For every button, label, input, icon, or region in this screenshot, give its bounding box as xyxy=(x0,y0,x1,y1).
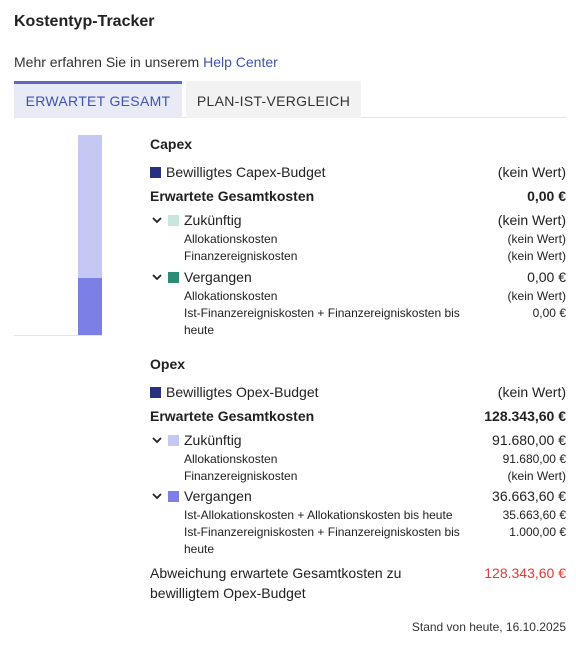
capex-budget-value: (kein Wert) xyxy=(497,164,566,180)
status-timestamp: Stand von heute, 16.10.2025 xyxy=(411,620,566,634)
budget-swatch xyxy=(150,386,161,398)
tab-erwartet-gesamt[interactable]: ERWARTET GESAMT xyxy=(14,81,182,118)
chevron-down-icon[interactable] xyxy=(150,489,164,503)
opex-future-item-label: Finanzereigniskosten xyxy=(184,469,298,483)
capex-past-label: Vergangen xyxy=(184,269,252,285)
opex-budget-label: Bewilligtes Opex-Budget xyxy=(166,384,319,400)
chevron-down-icon[interactable] xyxy=(150,213,164,227)
capex-past-item-value: 0,00 € xyxy=(532,306,566,320)
capex-future-item-label: Allokationskosten xyxy=(184,232,278,246)
opex-total-label: Erwartete Gesamtkosten xyxy=(150,408,315,424)
opex-future-item-label: Allokationskosten xyxy=(184,452,278,466)
opex-deviation-value: 128.343,60 € xyxy=(484,565,566,581)
capex-budget-label: Bewilligtes Capex-Budget xyxy=(166,164,326,180)
capex-future-item-value: (kein Wert) xyxy=(507,232,566,246)
opex-future-label: Zukünftig xyxy=(184,432,242,448)
opex-past-item-label: Ist-Finanzereigniskosten + Finanzereigni… xyxy=(184,525,460,556)
capex-future-item-label: Finanzereigniskosten xyxy=(184,249,298,263)
opex-deviation-label: Abweichung erwartete Gesamtkosten zu bew… xyxy=(150,565,402,601)
opex-future-value: 91.680,00 € xyxy=(492,432,566,448)
chevron-down-icon[interactable] xyxy=(150,270,164,284)
chevron-down-icon[interactable] xyxy=(150,433,164,447)
bar-segment-future xyxy=(78,135,102,278)
capex-future-label: Zukünftig xyxy=(184,212,242,228)
opex-past-item-value: 1.000,00 € xyxy=(509,525,566,539)
opex-past-item-label: Ist-Allokationskosten + Allokationskoste… xyxy=(184,508,453,522)
capex-future-item-value: (kein Wert) xyxy=(507,249,566,263)
opex-past-label: Vergangen xyxy=(184,488,252,504)
capex-past-value: 0,00 € xyxy=(527,269,566,285)
opex-past-item-value: 35.663,60 € xyxy=(502,508,566,522)
capex-future-value: (kein Wert) xyxy=(497,212,566,228)
opex-budget-value: (kein Wert) xyxy=(497,384,566,400)
capex-past-swatch xyxy=(168,271,179,283)
capex-future-swatch xyxy=(168,214,179,226)
budget-swatch xyxy=(150,166,161,178)
opex-past-swatch xyxy=(168,490,179,502)
opex-future-item-value: 91.680,00 € xyxy=(502,452,566,466)
help-text: Mehr erfahren Sie in unserem xyxy=(14,54,204,70)
opex-past-value: 36.663,60 € xyxy=(492,488,566,504)
cost-bar-chart xyxy=(14,134,102,336)
bar-segment-past xyxy=(78,278,102,335)
capex-total-label: Erwartete Gesamtkosten xyxy=(150,188,315,204)
tab-plan-ist-vergleich[interactable]: PLAN-IST-VERGLEICH xyxy=(186,81,361,118)
capex-past-item-label: Ist-Finanzereigniskosten + Finanzereigni… xyxy=(184,306,460,337)
opex-future-item-value: (kein Wert) xyxy=(507,469,566,483)
opex-future-swatch xyxy=(168,434,179,446)
capex-past-item-label: Allokationskosten xyxy=(184,289,278,303)
opex-title: Opex xyxy=(150,356,186,372)
tab-bar: ERWARTET GESAMT PLAN-IST-VERGLEICH xyxy=(14,81,566,118)
help-center-link[interactable]: Help Center xyxy=(203,54,278,70)
opex-total-value: 128.343,60 € xyxy=(484,408,566,424)
capex-title: Capex xyxy=(150,136,193,152)
capex-past-item-value: (kein Wert) xyxy=(507,289,566,303)
page-title: Kostentyp-Tracker xyxy=(14,13,155,30)
help-line: Mehr erfahren Sie in unserem Help Center xyxy=(14,54,278,70)
capex-total-value: 0,00 € xyxy=(527,188,566,204)
